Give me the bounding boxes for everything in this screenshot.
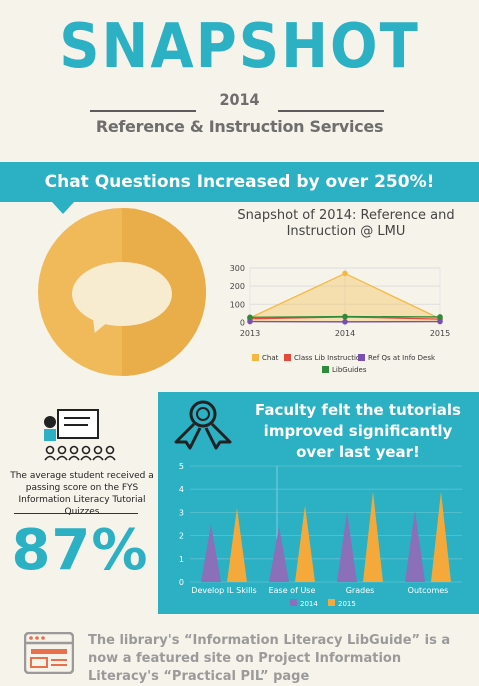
banner-pointer [52,202,74,214]
y-tick-label: 1 [179,555,184,564]
bar-2014 [269,526,289,582]
bar-2015 [431,492,451,582]
data-point [342,271,348,277]
legend-swatch [252,354,259,361]
legend-swatch [328,599,335,606]
chart1-area: 0 100 200 300 2013 2014 2015 Chat Class Lib Inst… [222,258,472,384]
x-tick-label: Develop IL Skills [191,586,256,595]
bar-2015 [227,508,247,582]
bar-2014 [337,512,357,582]
legend-label: Class Lib Instruction [294,354,365,362]
divider-right [278,110,384,112]
legend-label: LibGuides [332,366,367,374]
data-point [342,314,348,320]
x-tick-label: Grades [346,586,375,595]
x-tick-label: Ease of Use [269,586,316,595]
legend-swatch [322,366,329,373]
divider-left [90,110,196,112]
chart1-title: Snapshot of 2014: Reference and Instruct… [226,208,466,240]
bar-2015 [295,505,315,582]
legend-swatch [290,599,297,606]
legend-label: 2014 [300,600,318,608]
chart2-bars: 0 1 2 3 4 5 Develop IL Skills Ease of Use Grades… [162,456,476,614]
y-tick-label: 5 [179,462,184,471]
bar-2014 [405,510,425,582]
y-tick-label: 3 [179,508,184,517]
subtitle: Reference & Instruction Services [0,117,479,136]
bar-2014 [201,524,221,582]
stat-underline [14,513,138,514]
stat-description: The average student received a passing s… [8,470,156,518]
x-tick-label: 2015 [430,329,450,338]
y-tick-label: 0 [240,318,245,327]
legend-label: Chat [262,354,279,362]
year-label: 2014 [0,90,479,109]
x-tick-label: 2013 [240,329,260,338]
x-tick-label: Outcomes [408,586,449,595]
legend-swatch [284,354,291,361]
y-tick-label: 300 [230,264,245,273]
footer-text: The library's “Information Literacy LibG… [88,632,473,686]
y-tick-label: 4 [179,485,184,494]
legend-label: Ref Qs at Info Desk [368,354,436,362]
y-tick-label: 2 [179,532,184,541]
data-point [437,314,443,320]
bar-2015 [363,492,383,582]
panel-title: Faculty felt the tutorials improved sign… [250,400,466,463]
y-tick-label: 200 [230,282,245,291]
stat-value: 87% [10,518,150,583]
data-point [247,315,253,321]
browser-window-icon [24,632,74,674]
page-title: SNAPSHOT [0,11,479,83]
legend-label: 2015 [338,600,356,608]
data-point [342,319,348,325]
chat-bubble-icon [72,262,172,326]
y-tick-label: 0 [179,578,184,587]
x-tick-label: 2014 [335,329,355,338]
y-tick-label: 100 [230,300,245,309]
ribbon-award-icon [172,398,234,450]
banner-text: Chat Questions Increased by over 250%! [0,162,479,202]
teacher-icon [40,408,130,468]
legend-swatch [358,354,365,361]
